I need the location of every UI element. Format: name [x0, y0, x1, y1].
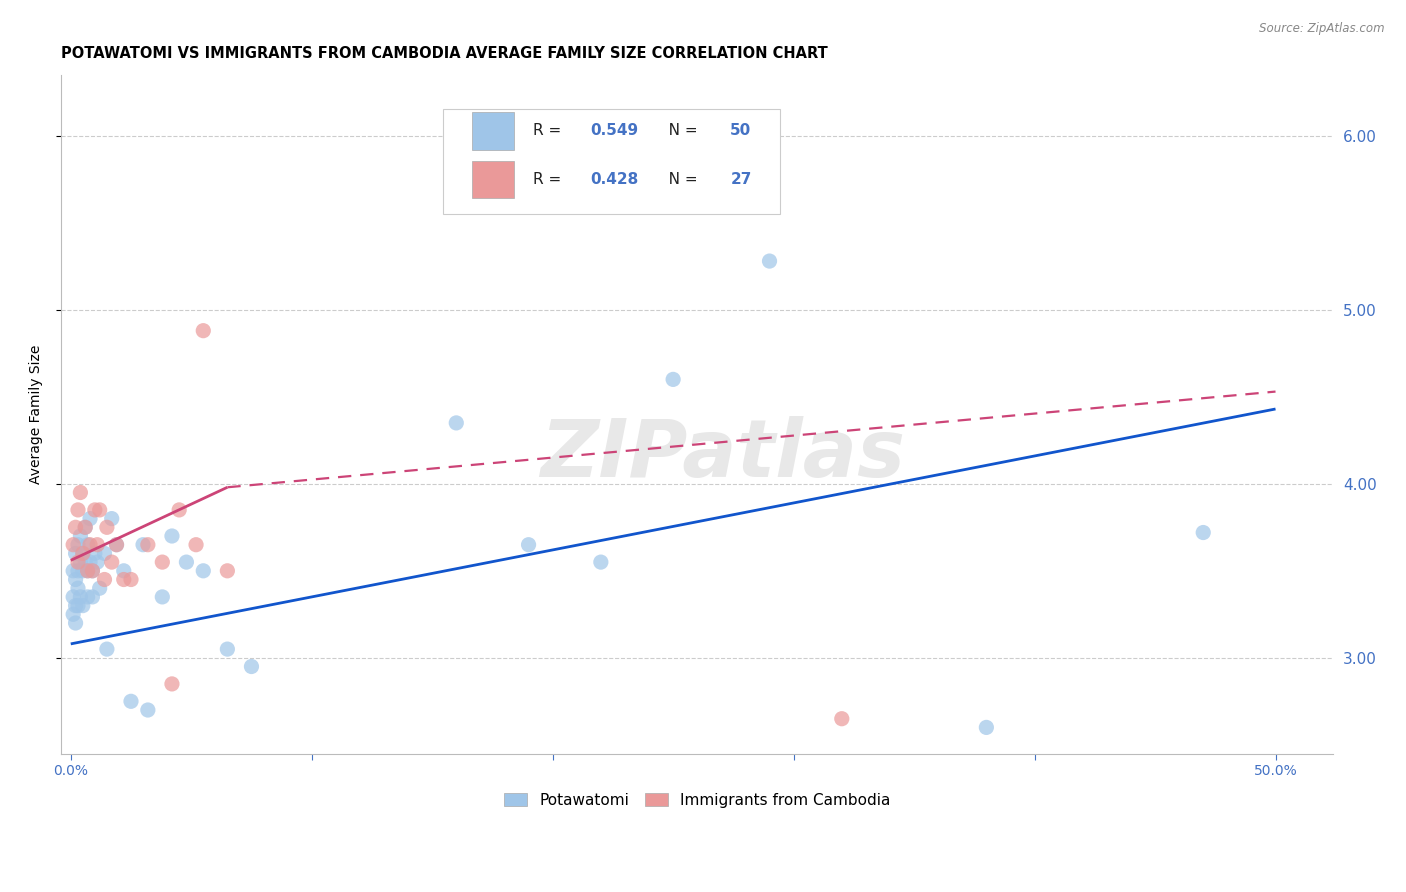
Point: [446, 416, 468, 430]
Point: [75, 555, 97, 569]
Point: [89, 503, 111, 517]
Point: [69, 555, 91, 569]
Point: [65, 599, 87, 613]
Point: [79, 538, 101, 552]
Point: [79, 555, 101, 569]
Point: [105, 538, 128, 552]
Point: [82, 564, 104, 578]
Point: [62, 607, 84, 622]
Text: R =: R =: [533, 172, 567, 187]
Point: [72, 546, 94, 560]
Point: [66, 581, 89, 595]
Point: [176, 555, 198, 569]
Point: [105, 538, 128, 552]
Point: [100, 555, 122, 569]
Point: [93, 573, 115, 587]
Point: [758, 254, 780, 268]
Point: [662, 372, 685, 386]
Point: [217, 642, 239, 657]
Point: [82, 590, 104, 604]
Text: N =: N =: [654, 172, 703, 187]
Point: [93, 546, 115, 560]
Point: [69, 590, 91, 604]
Point: [62, 564, 84, 578]
Point: [76, 590, 98, 604]
Point: [136, 703, 159, 717]
Y-axis label: Average Family Size: Average Family Size: [30, 344, 44, 483]
Point: [79, 511, 101, 525]
Point: [167, 503, 190, 517]
Point: [120, 573, 142, 587]
Text: POTAWATOMI VS IMMIGRANTS FROM CAMBODIA AVERAGE FAMILY SIZE CORRELATION CHART: POTAWATOMI VS IMMIGRANTS FROM CAMBODIA A…: [60, 46, 828, 62]
Point: [132, 538, 155, 552]
Point: [65, 615, 87, 630]
FancyBboxPatch shape: [443, 109, 780, 214]
Point: [1192, 525, 1215, 540]
Point: [65, 520, 87, 534]
Point: [589, 555, 612, 569]
Point: [65, 573, 87, 587]
Point: [240, 659, 263, 673]
Point: [193, 324, 215, 338]
Text: ZIPatlas: ZIPatlas: [540, 416, 905, 494]
Point: [112, 573, 135, 587]
Point: [76, 538, 98, 552]
FancyBboxPatch shape: [472, 161, 515, 198]
Text: 0.428: 0.428: [591, 172, 638, 187]
Text: R =: R =: [533, 123, 567, 138]
Point: [184, 538, 207, 552]
Point: [69, 529, 91, 543]
Point: [193, 564, 215, 578]
Text: 50: 50: [730, 123, 752, 138]
Point: [76, 564, 98, 578]
Text: 27: 27: [730, 172, 752, 187]
Point: [100, 511, 122, 525]
Point: [72, 546, 94, 560]
Point: [76, 564, 98, 578]
Point: [217, 564, 239, 578]
Point: [72, 564, 94, 578]
Point: [65, 546, 87, 560]
Point: [66, 503, 89, 517]
Point: [160, 677, 183, 691]
Point: [96, 642, 118, 657]
Point: [976, 720, 998, 734]
FancyBboxPatch shape: [472, 112, 515, 150]
Point: [69, 485, 91, 500]
Point: [120, 694, 142, 708]
Point: [66, 555, 89, 569]
Point: [72, 599, 94, 613]
Point: [112, 564, 135, 578]
Legend: Potawatomi, Immigrants from Cambodia: Potawatomi, Immigrants from Cambodia: [498, 787, 896, 814]
Point: [89, 581, 111, 595]
Point: [150, 590, 173, 604]
Point: [86, 538, 108, 552]
Point: [517, 538, 540, 552]
Point: [66, 599, 89, 613]
Point: [96, 520, 118, 534]
Point: [150, 555, 173, 569]
Point: [66, 538, 89, 552]
Point: [75, 520, 97, 534]
Point: [82, 564, 104, 578]
Point: [75, 520, 97, 534]
Point: [62, 590, 84, 604]
Point: [66, 564, 89, 578]
Point: [62, 538, 84, 552]
Text: Source: ZipAtlas.com: Source: ZipAtlas.com: [1260, 22, 1385, 36]
Point: [831, 712, 853, 726]
Point: [83, 546, 105, 560]
Point: [160, 529, 183, 543]
Point: [83, 503, 105, 517]
Text: N =: N =: [654, 123, 703, 138]
Text: 0.549: 0.549: [591, 123, 638, 138]
Point: [86, 555, 108, 569]
Point: [136, 538, 159, 552]
